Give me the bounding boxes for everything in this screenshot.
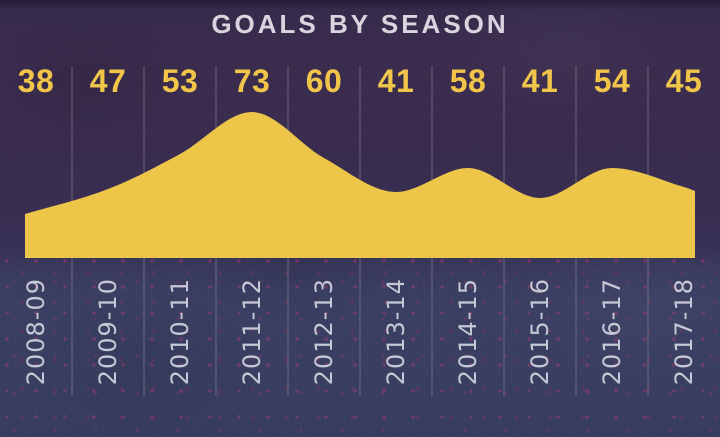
season-cell: 2013-14 — [360, 266, 432, 398]
value-label: 41 — [521, 63, 559, 99]
value-label: 58 — [449, 63, 487, 99]
value-label: 60 — [305, 63, 343, 99]
goals-area-series — [25, 112, 695, 258]
season-label: 2017-18 — [670, 278, 698, 386]
season-cell: 2011-12 — [216, 266, 288, 398]
season-label: 2009-10 — [94, 278, 122, 386]
season-label: 2011-12 — [238, 278, 266, 386]
values-row: 38 47 53 73 60 41 58 41 54 45 — [0, 63, 720, 101]
season-cell: 2009-10 — [72, 266, 144, 398]
season-cell: 2012-13 — [288, 266, 360, 398]
value-label: 45 — [665, 63, 703, 99]
season-label: 2015-16 — [526, 278, 554, 386]
season-cell: 2017-18 — [648, 266, 720, 398]
season-label: 2014-15 — [454, 278, 482, 386]
season-cell: 2010-11 — [144, 266, 216, 398]
season-cell: 2014-15 — [432, 266, 504, 398]
season-cell: 2015-16 — [504, 266, 576, 398]
value-label: 53 — [161, 63, 199, 99]
season-label: 2008-09 — [22, 278, 50, 386]
seasons-row: 2008-09 2009-10 2010-11 2011-12 2012-13 2013-… — [0, 266, 720, 398]
value-label: 47 — [89, 63, 127, 99]
value-label: 73 — [233, 63, 271, 99]
season-label: 2010-11 — [166, 278, 194, 386]
value-label: 54 — [593, 63, 631, 99]
season-label: 2012-13 — [310, 278, 338, 386]
value-label: 38 — [17, 63, 55, 99]
value-label: 41 — [377, 63, 415, 99]
season-label: 2016-17 — [598, 278, 626, 386]
chart-title: GOALS BY SEASON — [211, 9, 509, 39]
season-cell: 2008-09 — [0, 266, 72, 398]
season-cell: 2016-17 — [576, 266, 648, 398]
season-label: 2013-14 — [382, 278, 410, 386]
